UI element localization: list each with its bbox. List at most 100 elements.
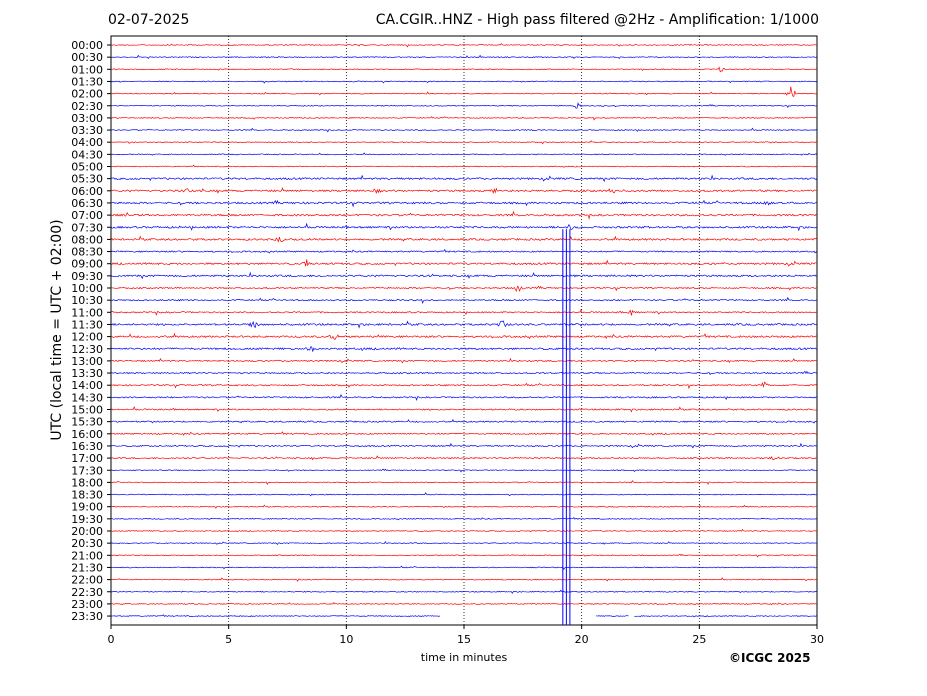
trace-row bbox=[110, 418, 818, 424]
row-label: 09:30 bbox=[71, 270, 103, 283]
x-tick-label: 10 bbox=[339, 633, 353, 646]
row-label: 02:30 bbox=[71, 100, 103, 113]
trace-row bbox=[110, 259, 818, 267]
row-label: 01:30 bbox=[71, 75, 103, 88]
trace-row bbox=[110, 332, 818, 341]
row-label: 06:30 bbox=[71, 197, 103, 210]
x-tick-label: 30 bbox=[810, 633, 824, 646]
row-label: 03:00 bbox=[71, 112, 103, 125]
trace-layer bbox=[110, 43, 818, 625]
row-label: 09:00 bbox=[71, 258, 103, 271]
trace-row bbox=[110, 54, 818, 60]
row-label: 18:00 bbox=[71, 476, 103, 489]
trace-row bbox=[110, 320, 818, 329]
row-label: 23:30 bbox=[71, 610, 103, 623]
row-label: 10:00 bbox=[71, 282, 103, 295]
trace-row bbox=[110, 80, 818, 84]
trace-row bbox=[110, 199, 818, 208]
row-label: 20:30 bbox=[71, 537, 103, 550]
copyright-label: ©ICGC 2025 bbox=[729, 651, 811, 665]
trace-row bbox=[110, 308, 818, 316]
trace-row bbox=[110, 540, 818, 545]
grid-layer bbox=[228, 36, 700, 625]
row-labels: 00:0000:3001:0001:3002:0002:3003:0003:30… bbox=[71, 39, 111, 623]
trace-row bbox=[110, 589, 818, 594]
trace-row bbox=[110, 140, 818, 145]
trace-row bbox=[110, 394, 818, 401]
trace-row bbox=[110, 248, 818, 254]
row-label: 11:00 bbox=[71, 306, 103, 319]
trace-row bbox=[110, 381, 818, 390]
trace-row bbox=[110, 553, 818, 558]
row-label: 18:30 bbox=[71, 489, 103, 502]
row-label: 07:30 bbox=[71, 221, 103, 234]
date-label: 02-07-2025 bbox=[108, 12, 190, 28]
trace-row bbox=[110, 357, 818, 364]
row-label: 22:00 bbox=[71, 574, 103, 587]
row-label: 19:00 bbox=[71, 501, 103, 514]
x-ticks: 0 5 10 15 20 25 30 bbox=[108, 625, 824, 646]
trace-row bbox=[110, 164, 818, 168]
row-label: 08:30 bbox=[71, 246, 103, 259]
row-label: 14:00 bbox=[71, 379, 103, 392]
trace-row bbox=[110, 601, 818, 606]
row-label: 00:00 bbox=[71, 39, 103, 52]
row-label: 13:00 bbox=[71, 355, 103, 368]
trace-row bbox=[110, 614, 818, 618]
x-tick-label: 25 bbox=[692, 633, 706, 646]
trace-row bbox=[110, 127, 818, 133]
trace-row bbox=[110, 187, 818, 195]
trace-row bbox=[110, 43, 818, 48]
trace-row bbox=[110, 152, 818, 156]
trace-row bbox=[110, 528, 818, 533]
row-label: 07:00 bbox=[71, 209, 103, 222]
trace-row bbox=[110, 296, 818, 304]
trace-row bbox=[110, 442, 818, 449]
row-label: 16:00 bbox=[71, 428, 103, 441]
trace-row bbox=[110, 285, 818, 293]
x-tick-label: 15 bbox=[457, 633, 471, 646]
trace-row bbox=[110, 116, 818, 121]
trace-row bbox=[110, 102, 818, 109]
trace-row bbox=[110, 66, 818, 73]
row-label: 20:00 bbox=[71, 525, 103, 538]
trace-row bbox=[110, 346, 818, 352]
y-axis-label: UTC (local time = UTC + 02:00) bbox=[49, 219, 65, 441]
row-label: 06:00 bbox=[71, 185, 103, 198]
trace-row bbox=[110, 577, 818, 583]
trace-row bbox=[110, 431, 818, 436]
row-label: 08:00 bbox=[71, 233, 103, 246]
row-label: 04:00 bbox=[71, 136, 103, 149]
row-label: 17:00 bbox=[71, 452, 103, 465]
x-tick-label: 20 bbox=[575, 633, 589, 646]
trace-row bbox=[110, 565, 818, 571]
row-label: 22:30 bbox=[71, 586, 103, 599]
trace-row bbox=[110, 455, 818, 461]
row-label: 19:30 bbox=[71, 513, 103, 526]
chart-title: CA.CGIR..HNZ - High pass filtered @2Hz -… bbox=[375, 12, 819, 28]
row-label: 21:00 bbox=[71, 549, 103, 562]
row-label: 02:00 bbox=[71, 88, 103, 101]
row-label: 05:00 bbox=[71, 161, 103, 174]
row-label: 12:30 bbox=[71, 343, 103, 356]
row-label: 14:30 bbox=[71, 391, 103, 404]
row-label: 15:00 bbox=[71, 404, 103, 417]
row-label: 12:00 bbox=[71, 331, 103, 344]
trace-row bbox=[110, 504, 818, 509]
row-label: 13:30 bbox=[71, 367, 103, 380]
row-label: 11:30 bbox=[71, 318, 103, 331]
row-label: 23:00 bbox=[71, 598, 103, 611]
x-tick-label: 5 bbox=[225, 633, 232, 646]
trace-row bbox=[110, 517, 818, 521]
trace-row bbox=[110, 405, 818, 413]
x-tick-label: 0 bbox=[108, 633, 115, 646]
trace-row bbox=[110, 210, 818, 220]
row-label: 21:30 bbox=[71, 561, 103, 574]
row-label: 03:30 bbox=[71, 124, 103, 137]
trace-row bbox=[110, 174, 818, 183]
row-label: 15:30 bbox=[71, 416, 103, 429]
trace-row bbox=[110, 235, 818, 243]
row-label: 01:00 bbox=[71, 63, 103, 76]
trace-row bbox=[110, 492, 818, 497]
row-label: 17:30 bbox=[71, 464, 103, 477]
